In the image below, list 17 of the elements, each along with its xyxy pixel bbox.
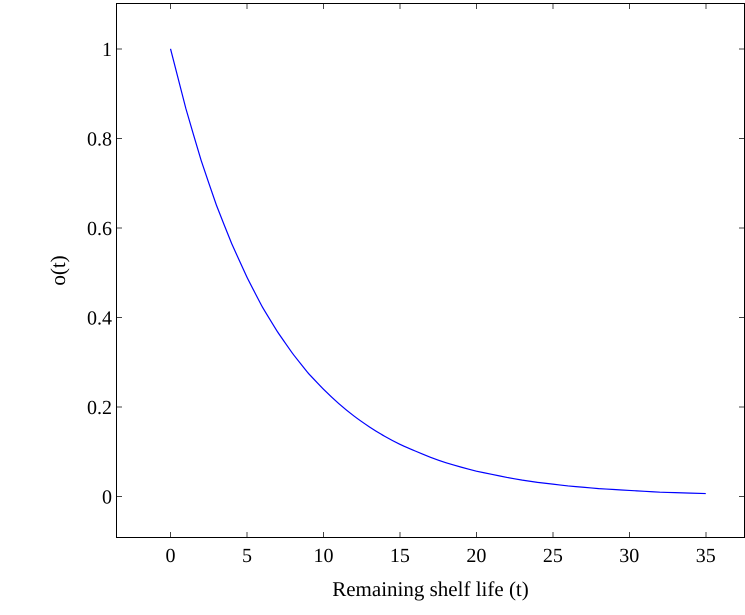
- y-axis-title: o(t): [46, 255, 70, 286]
- y-tick-label: 0: [102, 486, 112, 509]
- y-tick-label: 0.4: [87, 308, 112, 330]
- x-tick-label: 0: [166, 545, 176, 567]
- y-tick-label: 0.2: [87, 397, 112, 420]
- x-tick-label: 30: [619, 545, 640, 567]
- y-tick-label: 1: [102, 38, 112, 61]
- x-tick-label: 5: [242, 545, 252, 567]
- x-tick-label: 15: [390, 545, 410, 567]
- x-tick-label: 20: [466, 545, 486, 567]
- x-tick-label: 25: [542, 545, 563, 567]
- y-tick-label: 0.8: [87, 128, 112, 150]
- x-tick-label: 10: [313, 545, 334, 567]
- line-series: [170, 48, 706, 494]
- x-axis-title: Remaining shelf life (t): [332, 577, 529, 602]
- y-tick-label: 0.6: [87, 218, 112, 240]
- x-tick-label: 35: [696, 545, 716, 567]
